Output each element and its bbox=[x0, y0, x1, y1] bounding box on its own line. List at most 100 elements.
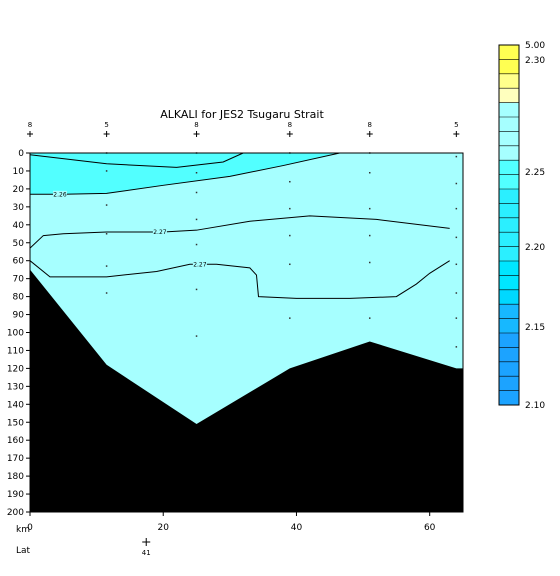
colorbar-label: 2.30 bbox=[525, 56, 545, 66]
colorbar: 5.00 2.30 2.25 2.20 2.15 2.10 bbox=[498, 41, 545, 411]
station-label: 8 bbox=[288, 121, 292, 129]
colorbar-band bbox=[499, 361, 519, 377]
y-tick-label: 20 bbox=[13, 185, 25, 195]
colorbar-frame bbox=[498, 44, 520, 406]
sample-point bbox=[368, 171, 371, 174]
colorbar-band bbox=[499, 59, 519, 75]
y-tick-label: 130 bbox=[7, 382, 24, 392]
sample-points bbox=[105, 152, 458, 348]
colorbar-band bbox=[499, 131, 519, 147]
y-tick-label: 10 bbox=[13, 167, 25, 177]
colorbar-band bbox=[499, 174, 519, 190]
colorbar-band bbox=[499, 203, 519, 219]
x-axis: 0 20 40 60 bbox=[27, 512, 436, 533]
y-tick-label: 100 bbox=[7, 329, 24, 339]
y-tick-label: 70 bbox=[13, 275, 25, 285]
contour-line-0 bbox=[29, 152, 244, 168]
sample-point bbox=[195, 243, 198, 246]
colorbar-band bbox=[499, 117, 519, 132]
y-tick-label: 80 bbox=[13, 293, 25, 303]
sample-point bbox=[105, 170, 108, 172]
sample-point bbox=[455, 346, 458, 348]
colorbar-label: 2.25 bbox=[525, 168, 545, 178]
sample-point bbox=[368, 317, 371, 319]
y-tick-label: 160 bbox=[7, 436, 24, 446]
y-tick-label: 90 bbox=[13, 311, 25, 321]
contour-labels: 2.26 2.27 2.27 bbox=[52, 190, 207, 268]
colorbar-band bbox=[499, 376, 519, 391]
y-tick-label: 50 bbox=[13, 239, 25, 249]
contour-label-bg bbox=[192, 260, 207, 268]
y-axis: 0 10 20 30 40 50 60 70 80 90 100 110 120 130 140 150 160… bbox=[7, 149, 30, 518]
colorbar-band bbox=[499, 160, 519, 175]
sample-point bbox=[195, 171, 198, 174]
sample-point bbox=[105, 204, 108, 206]
contour-label: 2.26 bbox=[53, 191, 67, 198]
station-label: 8 bbox=[368, 121, 372, 129]
contour-line-3 bbox=[29, 260, 450, 299]
station-label: 5 bbox=[104, 121, 108, 129]
station-label: 5 bbox=[454, 121, 458, 129]
chart-title: ALKALI for JES2 Tsugaru Strait bbox=[160, 108, 324, 121]
sample-point bbox=[195, 191, 198, 194]
sample-point bbox=[368, 261, 371, 264]
contour-label-bg bbox=[152, 228, 167, 236]
sample-point bbox=[368, 234, 371, 237]
sample-point bbox=[455, 292, 458, 294]
plot-area: 2.26 2.27 2.27 bbox=[29, 152, 464, 513]
y-tick-label: 180 bbox=[7, 472, 24, 482]
colorbar-label: 2.20 bbox=[525, 243, 545, 253]
colorbar-band bbox=[499, 102, 519, 118]
station-label: 8 bbox=[194, 121, 198, 129]
colorbar-label: 5.00 bbox=[525, 41, 545, 51]
sample-point bbox=[289, 234, 291, 237]
x-axis-label: km bbox=[16, 525, 30, 535]
station-label: 8 bbox=[28, 121, 32, 129]
colorbar-label: 2.10 bbox=[525, 401, 545, 411]
contour-line-2 bbox=[29, 215, 450, 249]
colorbar-band bbox=[499, 333, 519, 348]
sample-point bbox=[195, 335, 198, 337]
sample-point bbox=[105, 292, 108, 294]
colorbar-band bbox=[499, 88, 519, 103]
colorbar-band bbox=[499, 246, 519, 262]
sample-point bbox=[455, 207, 458, 210]
y-tick-label: 30 bbox=[13, 203, 25, 213]
colorbar-band bbox=[499, 275, 519, 291]
sample-point bbox=[289, 317, 291, 319]
y-tick-label: 190 bbox=[7, 490, 24, 500]
colorbar-band bbox=[499, 45, 519, 60]
colorbar-band bbox=[499, 347, 519, 363]
contour-label: 2.27 bbox=[193, 261, 207, 268]
sample-point bbox=[455, 182, 458, 185]
x-tick-label: 20 bbox=[158, 523, 170, 533]
y-tick-label: 40 bbox=[13, 221, 25, 231]
sample-point bbox=[455, 236, 458, 239]
y-tick-label: 170 bbox=[7, 454, 24, 464]
colorbar-band bbox=[499, 217, 519, 233]
x-tick-label: 60 bbox=[424, 523, 436, 533]
fill-region-1 bbox=[30, 153, 244, 168]
y-tick-label: 120 bbox=[7, 364, 24, 374]
y-tick-label: 60 bbox=[13, 257, 25, 267]
sample-point bbox=[195, 288, 198, 291]
seafloor-bathymetry bbox=[30, 269, 463, 512]
y-tick-label: 150 bbox=[7, 418, 24, 428]
contour-label: 2.27 bbox=[153, 229, 167, 236]
sample-point bbox=[289, 180, 291, 183]
colorbar-band bbox=[499, 304, 519, 319]
sample-point bbox=[105, 233, 108, 235]
sample-point bbox=[368, 207, 371, 210]
lat-tick-label: 41 bbox=[142, 549, 151, 557]
x-tick-label: 40 bbox=[291, 523, 303, 533]
colorbar-label: 2.15 bbox=[525, 323, 545, 333]
colorbar-band bbox=[499, 289, 519, 305]
x-tick-label: 0 bbox=[27, 523, 33, 533]
contour-label-bg bbox=[52, 190, 67, 198]
colorbar-band bbox=[499, 261, 519, 276]
sample-point bbox=[289, 263, 291, 266]
colorbar-band bbox=[499, 189, 519, 204]
y-tick-label: 200 bbox=[7, 508, 24, 518]
sample-point bbox=[105, 265, 108, 267]
colorbar-band bbox=[499, 318, 519, 334]
